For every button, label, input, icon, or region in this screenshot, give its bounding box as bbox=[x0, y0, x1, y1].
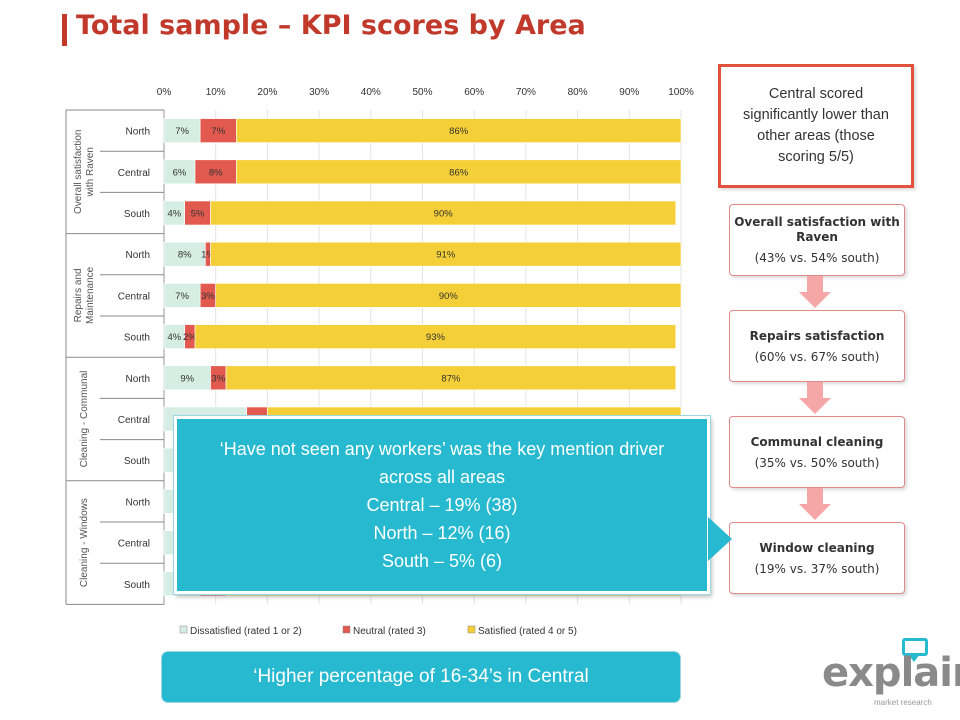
data-label: 1% bbox=[201, 250, 215, 261]
category-label: Central bbox=[118, 168, 150, 179]
x-tick-label: 80% bbox=[568, 87, 588, 98]
step-title: Window cleaning bbox=[759, 540, 875, 555]
step-title: Communal cleaning bbox=[750, 434, 884, 449]
callout-text: Central scored significantly lower than … bbox=[743, 86, 889, 165]
category-label: Central bbox=[118, 291, 150, 302]
brand-tagline: market research bbox=[874, 698, 932, 707]
category-label: Central bbox=[118, 415, 150, 426]
category-label: South bbox=[124, 580, 150, 591]
data-label: 90% bbox=[439, 291, 459, 302]
step-window-cleaning: Window cleaning (19% vs. 37% south) bbox=[729, 522, 905, 594]
data-label: 9% bbox=[180, 373, 194, 384]
x-tick-label: 70% bbox=[516, 87, 536, 98]
data-label: 90% bbox=[434, 209, 454, 220]
bar-segment bbox=[210, 241, 682, 267]
legend-swatch bbox=[467, 625, 476, 634]
bar-segment bbox=[236, 159, 682, 185]
bar-segment bbox=[194, 324, 677, 349]
x-tick-label: 90% bbox=[619, 87, 639, 98]
data-label: 3% bbox=[211, 373, 225, 384]
bar-segment bbox=[210, 200, 677, 226]
data-label: 7% bbox=[175, 291, 189, 302]
footer-note-text: ‘Higher percentage of 16-34’s in Central bbox=[253, 666, 589, 687]
data-label: 8% bbox=[178, 250, 192, 261]
step-detail: (35% vs. 50% south) bbox=[754, 455, 880, 470]
data-label: 87% bbox=[441, 373, 461, 384]
page-title: Total sample – KPI scores by Area bbox=[76, 10, 586, 41]
key-driver-overlay: ‘Have not seen any workers’ was the key … bbox=[174, 416, 710, 594]
x-tick-label: 0% bbox=[157, 87, 172, 98]
group-label: Repairs andMaintenance bbox=[73, 266, 96, 324]
x-tick-label: 30% bbox=[309, 87, 329, 98]
central-lower-callout: Central scored significantly lower than … bbox=[718, 64, 914, 188]
data-label: 93% bbox=[426, 332, 446, 343]
overlay-central: Central – 19% (38) bbox=[366, 495, 518, 515]
group-label: Cleaning - Communal bbox=[79, 371, 90, 468]
bar-segment bbox=[163, 118, 201, 143]
step-title: Repairs satisfaction bbox=[749, 328, 885, 343]
down-arrow-icon bbox=[799, 276, 831, 310]
legend-swatch bbox=[342, 625, 351, 634]
legend-label: Satisfied (rated 4 or 5) bbox=[478, 626, 577, 637]
overlay-south: South – 5% (6) bbox=[381, 551, 503, 571]
data-label: 3% bbox=[201, 291, 215, 302]
group-label: Overall satisfactionwith Raven bbox=[73, 130, 96, 214]
bar-segment bbox=[184, 200, 211, 226]
data-label: 4% bbox=[167, 332, 181, 343]
data-label: 5% bbox=[191, 209, 205, 220]
step-overall-satisfaction: Overall satisfaction with Raven (43% vs.… bbox=[729, 204, 905, 276]
step-title: Overall satisfaction with Raven bbox=[734, 215, 900, 244]
step-detail: (60% vs. 67% south) bbox=[754, 349, 880, 364]
x-tick-label: 100% bbox=[668, 87, 694, 98]
category-label: South bbox=[124, 333, 150, 344]
age-profile-note: ‘Higher percentage of 16-34’s in Central bbox=[162, 652, 680, 702]
bar-segment bbox=[194, 159, 237, 185]
overlay-north: North – 12% (16) bbox=[373, 523, 511, 543]
data-label: 7% bbox=[211, 126, 225, 137]
category-label: North bbox=[126, 250, 150, 261]
bar-segment bbox=[236, 118, 682, 143]
category-label: South bbox=[124, 456, 150, 467]
data-label: 6% bbox=[173, 167, 187, 178]
x-tick-label: 50% bbox=[412, 87, 432, 98]
data-label: 91% bbox=[436, 250, 456, 261]
overlay-headline: ‘Have not seen any workers’ was the key … bbox=[219, 439, 665, 487]
data-label: 7% bbox=[175, 126, 189, 137]
x-tick-label: 60% bbox=[464, 87, 484, 98]
bar-segment bbox=[215, 283, 682, 308]
data-label: 86% bbox=[449, 126, 469, 137]
title-accent-bar bbox=[62, 14, 67, 46]
legend-swatch bbox=[179, 625, 188, 634]
bar-segment bbox=[225, 365, 677, 391]
category-label: North bbox=[126, 374, 150, 385]
brand-logo: explain bbox=[822, 650, 960, 696]
category-label: North bbox=[126, 127, 150, 138]
data-label: 8% bbox=[209, 167, 223, 178]
category-label: South bbox=[124, 209, 150, 220]
group-label: Cleaning - Windows bbox=[79, 498, 90, 587]
category-label: Central bbox=[118, 539, 150, 550]
step-detail: (43% vs. 54% south) bbox=[754, 251, 880, 265]
data-label: 86% bbox=[449, 167, 469, 178]
bar-segment bbox=[163, 241, 206, 267]
bar-segment bbox=[163, 283, 201, 308]
bar-segment bbox=[163, 365, 211, 391]
step-communal-cleaning: Communal cleaning (35% vs. 50% south) bbox=[729, 416, 905, 488]
legend-label: Neutral (rated 3) bbox=[353, 626, 426, 637]
step-repairs-satisfaction: Repairs satisfaction (60% vs. 67% south) bbox=[729, 310, 905, 382]
data-label: 4% bbox=[167, 209, 181, 220]
overlay-pointer bbox=[708, 517, 732, 561]
down-arrow-icon bbox=[799, 488, 831, 522]
legend-label: Dissatisfied (rated 1 or 2) bbox=[190, 626, 302, 637]
category-label: North bbox=[126, 497, 150, 508]
speech-bubble-tail-icon bbox=[908, 654, 920, 662]
step-detail: (19% vs. 37% south) bbox=[754, 561, 880, 576]
x-tick-label: 20% bbox=[257, 87, 277, 98]
x-tick-label: 10% bbox=[206, 87, 226, 98]
down-arrow-icon bbox=[799, 382, 831, 416]
data-label: 2% bbox=[183, 332, 197, 343]
x-tick-label: 40% bbox=[361, 87, 381, 98]
